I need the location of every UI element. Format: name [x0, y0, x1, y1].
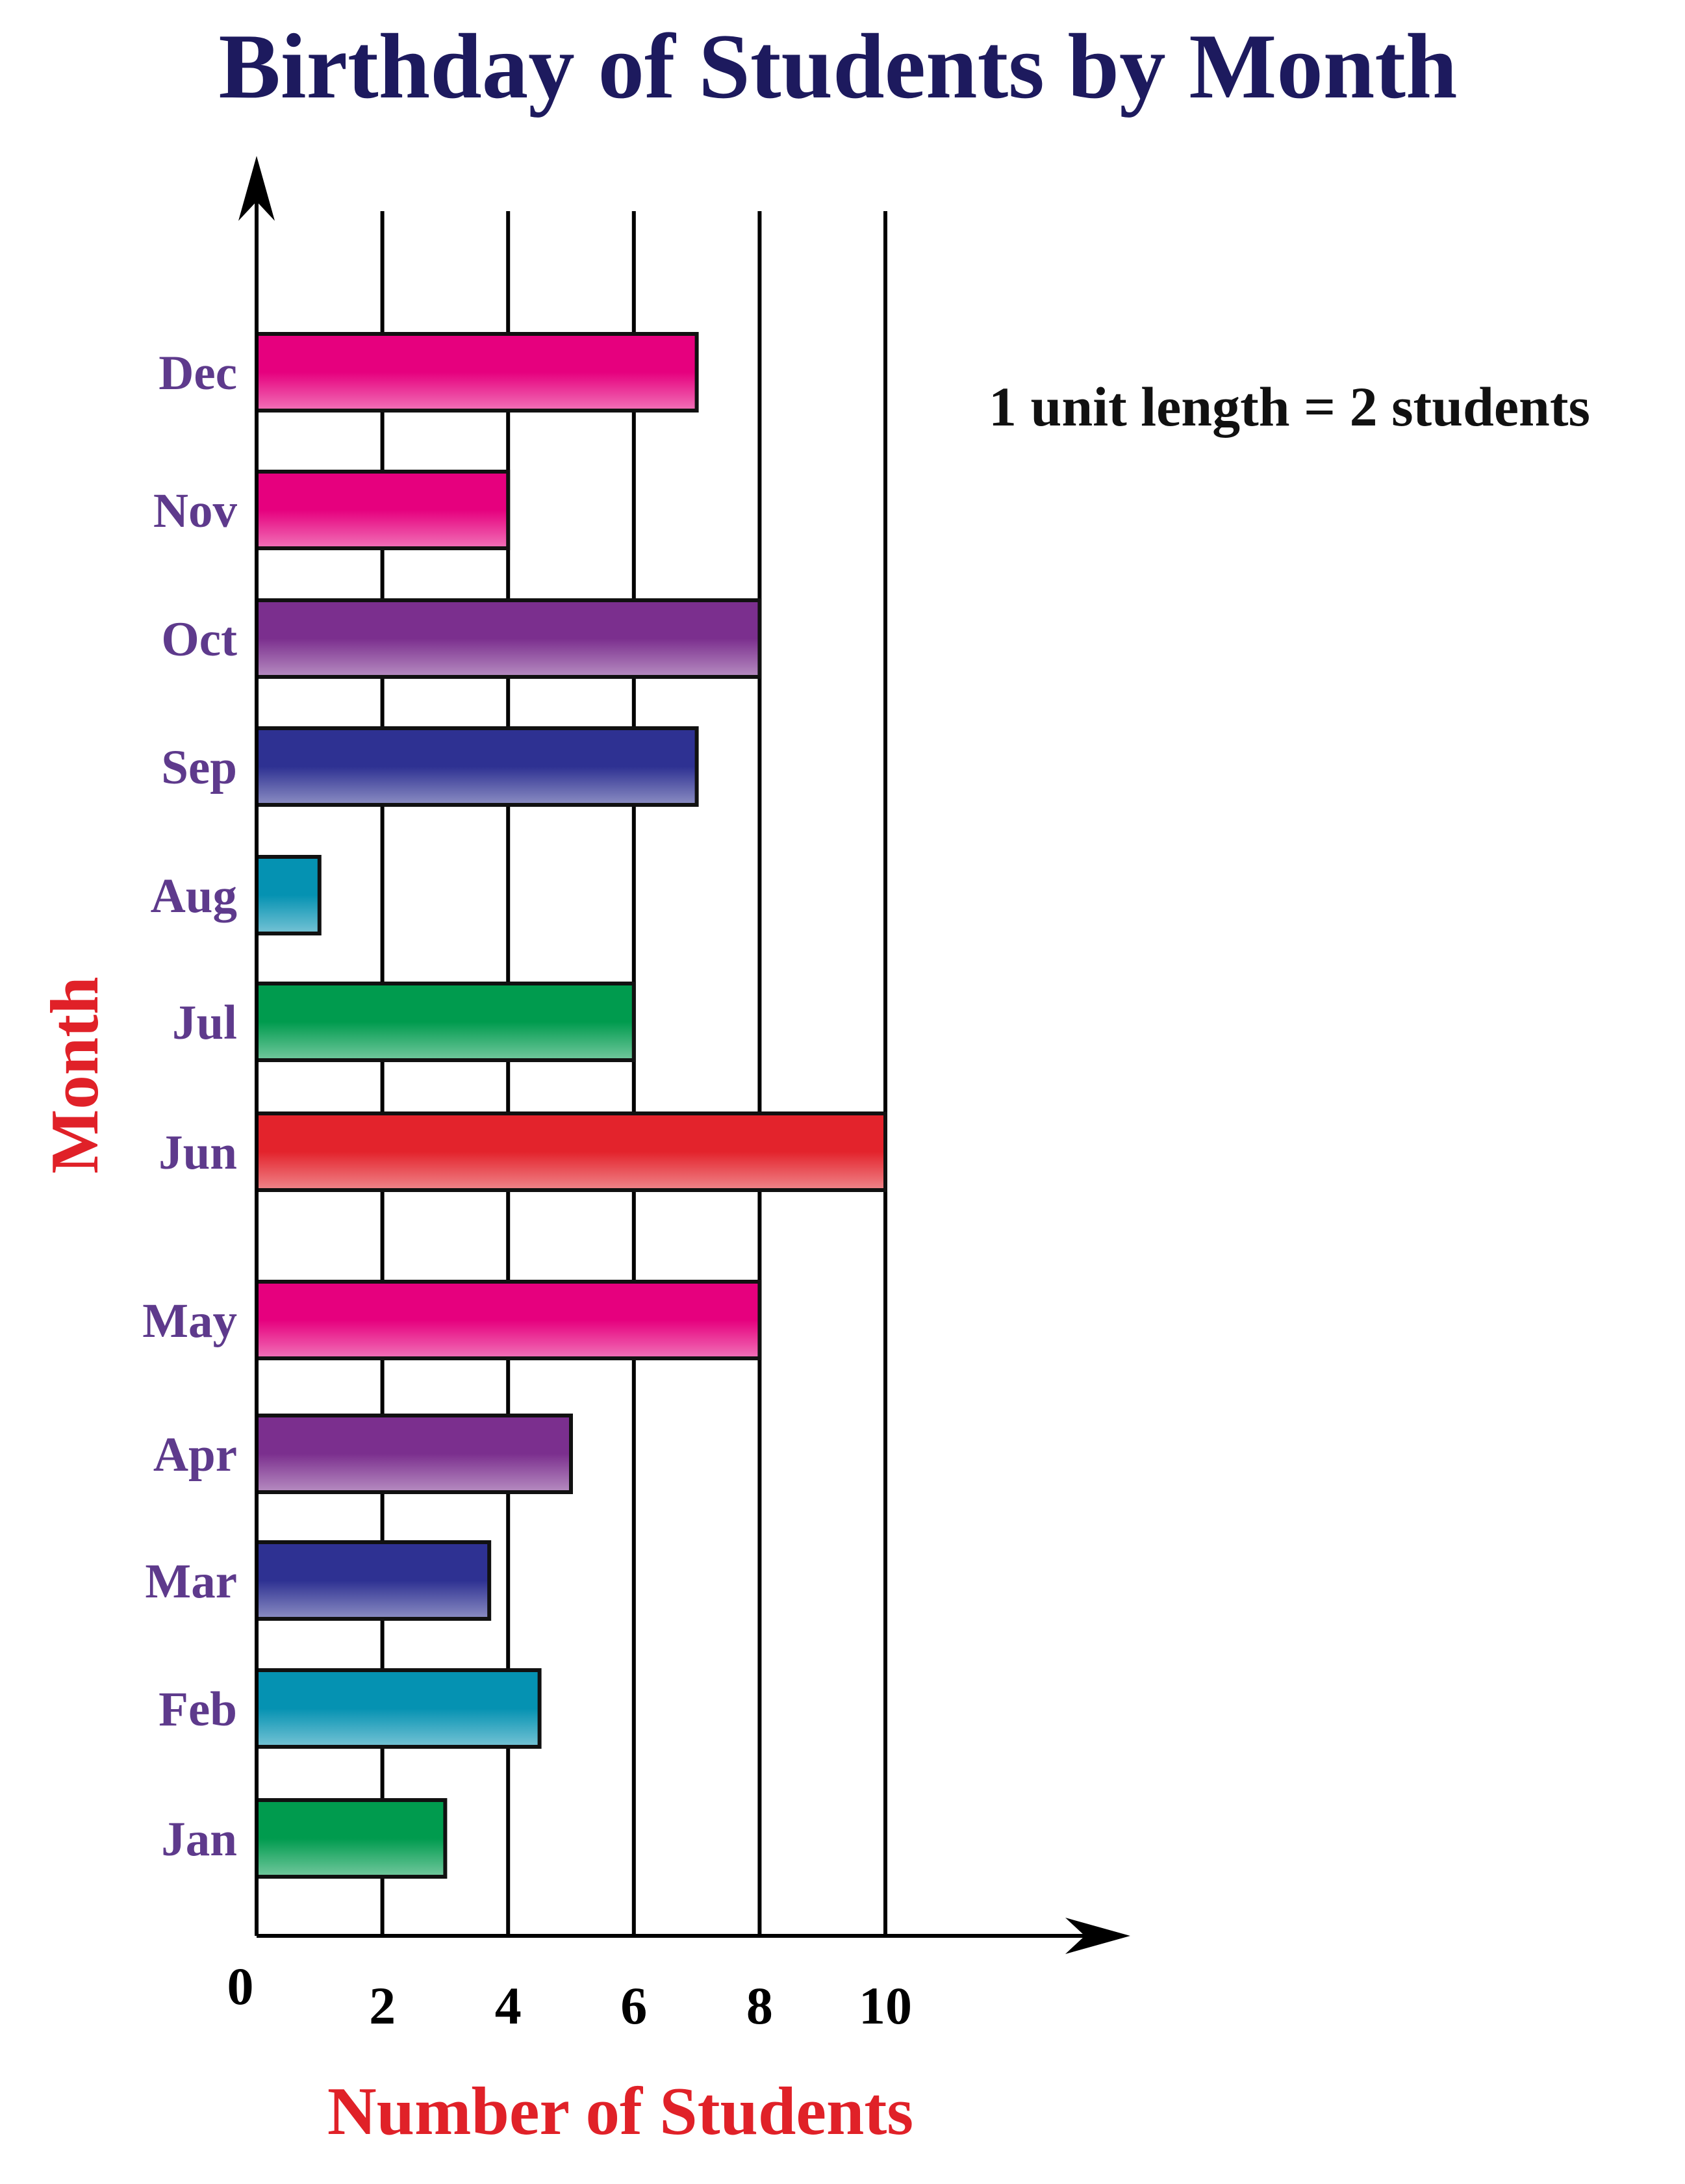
category-label-may: May: [142, 1294, 237, 1348]
tick-labels: 0 2 4 6 8 10: [227, 1957, 913, 2035]
category-label-sep: Sep: [161, 741, 237, 794]
category-label-mar: Mar: [145, 1555, 237, 1608]
x-tick-label-10: 10: [859, 1976, 912, 2035]
bar-apr: [255, 1414, 573, 1494]
x-axis-arrow: [1065, 1918, 1130, 1954]
bar-mar: [255, 1540, 492, 1621]
bar-jun: [255, 1111, 887, 1192]
bar-may: [255, 1280, 762, 1360]
bar-dec: [255, 332, 699, 413]
category-label-aug: Aug: [151, 869, 237, 923]
category-label-jan: Jan: [161, 1812, 237, 1866]
x-tick-label-4: 4: [495, 1976, 522, 2035]
bar-jan: [255, 1798, 448, 1879]
x-tick-label-2: 2: [369, 1976, 396, 2035]
category-label-dec: Dec: [158, 346, 237, 400]
category-label-jun: Jun: [158, 1126, 237, 1180]
x-axis-title: Number of Students: [327, 2073, 913, 2149]
x-tick-label-6: 6: [620, 1976, 647, 2035]
category-label-oct: Oct: [161, 613, 237, 667]
category-label-nov: Nov: [153, 484, 238, 538]
x-tick-label-8: 8: [746, 1976, 773, 2035]
y-axis-title: Month: [36, 976, 112, 1173]
unit-note: 1 unit length = 2 students: [989, 375, 1590, 438]
category-label-feb: Feb: [158, 1682, 237, 1736]
bars: [255, 332, 887, 1879]
category-label-apr: Apr: [153, 1428, 237, 1482]
bar-aug: [255, 855, 322, 935]
chart-title: Birthday of Students by Month: [218, 15, 1457, 118]
bar-sep: [255, 726, 699, 807]
bar-feb: [255, 1668, 542, 1749]
axes: [238, 156, 1130, 1954]
bar-oct: [255, 598, 762, 679]
bar-nov: [255, 470, 511, 550]
bar-jul: [255, 982, 636, 1062]
x-tick-label-0: 0: [227, 1957, 254, 2016]
category-label-jul: Jul: [172, 996, 237, 1050]
category-labels: Jan Feb Mar Apr May Jun Jul Aug Sep Oct Nov Dec: [142, 346, 237, 1866]
y-axis-arrow: [238, 156, 275, 221]
